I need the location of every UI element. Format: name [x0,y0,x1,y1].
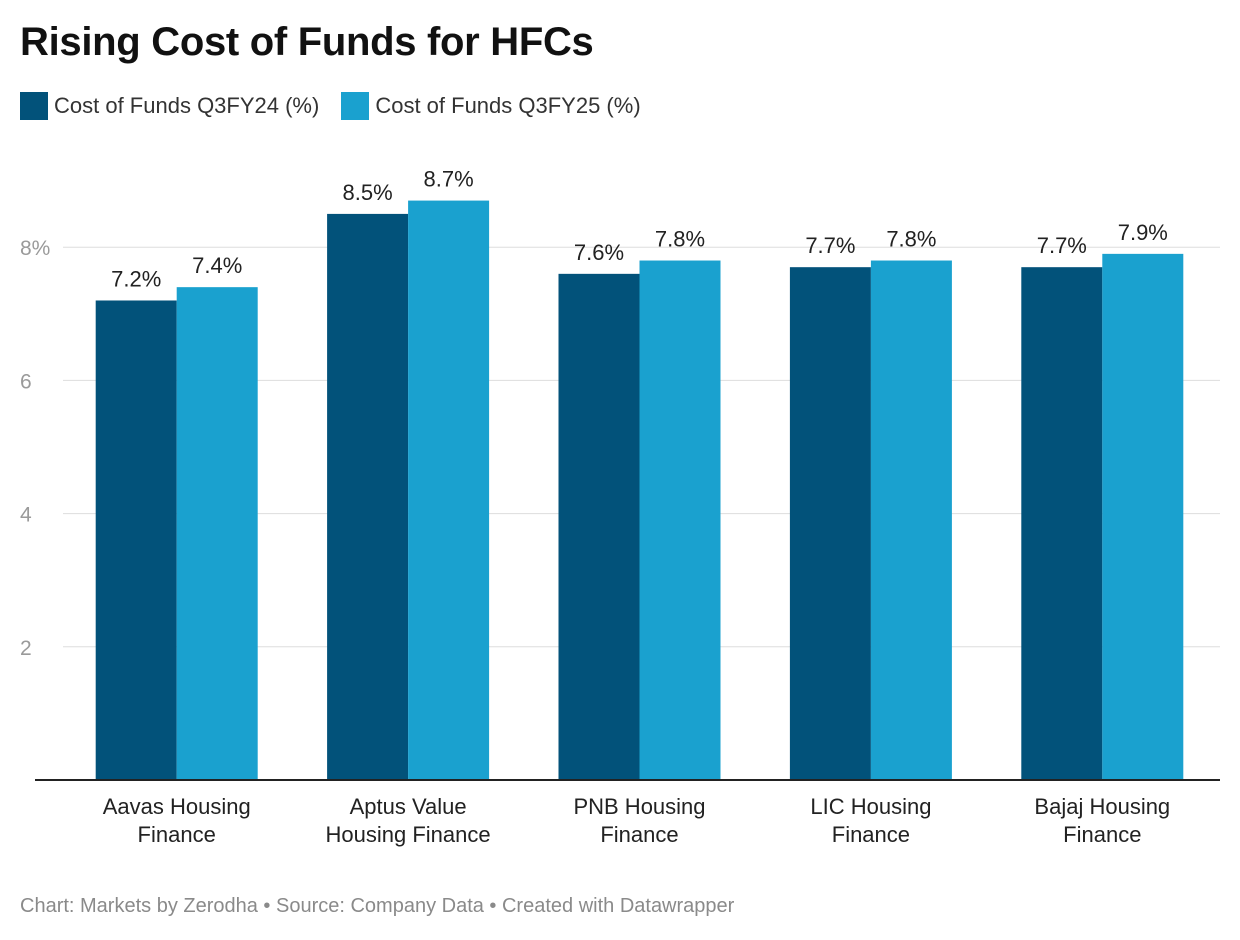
bar-q3fy24 [789,267,871,780]
chart-title: Rising Cost of Funds for HFCs [20,20,594,64]
y-tick-label: 6 [20,370,32,393]
data-label: 7.4% [192,253,242,278]
y-tick-label: 8% [20,237,50,260]
data-label: 7.8% [886,227,936,252]
data-label: 8.7% [424,167,474,192]
x-category-label: Aptus Value Housing Finance [326,794,491,847]
data-label: 8.5% [343,180,393,205]
bar-q3fy24 [558,273,640,780]
bar-q3fy24 [327,213,409,780]
bar-q3fy25 [1102,253,1184,781]
bar-q3fy24 [95,300,177,780]
x-category-label: Bajaj Housing Finance [1034,794,1170,847]
data-label: 7.8% [655,227,705,252]
chart-footer: Chart: Markets by Zerodha • Source: Comp… [20,895,735,917]
bar-q3fy25 [408,200,490,780]
data-label: 7.7% [805,233,855,258]
legend-swatch-q3fy24 [20,92,48,120]
y-tick-label: 4 [20,504,32,527]
legend-swatch-q3fy25 [341,92,370,120]
data-label: 7.9% [1118,220,1168,245]
x-category-label: PNB Housing Finance [573,794,705,847]
bar-q3fy24 [1021,267,1103,780]
bar-q3fy25 [870,260,952,780]
bar-chart: 2 4 6 8% 7.2% 7.4% Aavas Housing Finance 8.5% 8.7… [20,167,1220,847]
legend-item-q3fy25: Cost of Funds Q3FY25 (%) [341,92,641,120]
data-label: 7.2% [111,266,161,291]
data-label: 7.6% [574,240,624,265]
legend-label-q3fy24: Cost of Funds Q3FY24 (%) [54,93,320,118]
x-category-label: Aavas Housing Finance [103,794,251,847]
legend-item-q3fy24: Cost of Funds Q3FY24 (%) [20,92,319,120]
bar-q3fy25 [176,287,258,780]
legend-label-q3fy25: Cost of Funds Q3FY25 (%) [375,93,641,118]
x-category-label: LIC Housing Finance [810,794,931,847]
y-tick-label: 2 [20,637,32,660]
data-label: 7.7% [1037,233,1087,258]
bar-q3fy25 [639,260,721,780]
legend: Cost of Funds Q3FY24 (%) Cost of Funds Q… [20,92,641,120]
